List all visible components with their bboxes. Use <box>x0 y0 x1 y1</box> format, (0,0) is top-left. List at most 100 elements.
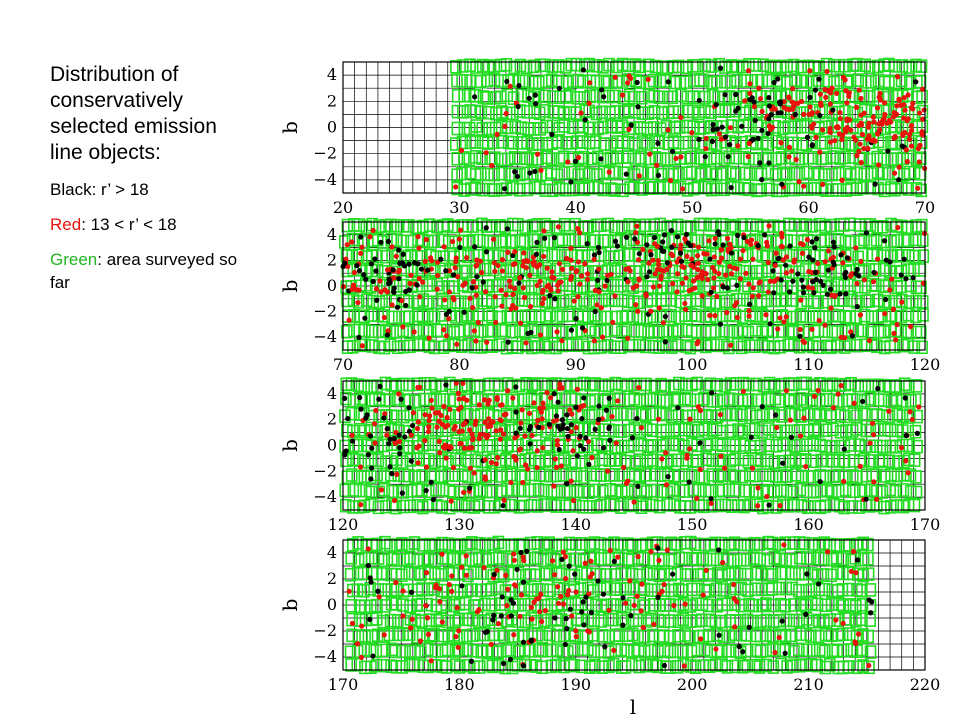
survey-field <box>524 568 537 582</box>
red-point <box>746 313 752 319</box>
survey-field <box>779 643 792 658</box>
red-point <box>416 245 422 251</box>
survey-field <box>391 553 404 567</box>
red-point <box>866 662 872 669</box>
red-point <box>827 129 833 135</box>
survey-field <box>667 181 680 196</box>
survey-field <box>788 498 800 513</box>
red-point <box>568 245 574 251</box>
black-point <box>467 485 473 491</box>
red-point <box>415 460 421 466</box>
red-point <box>506 278 513 284</box>
black-point <box>678 250 684 256</box>
red-point <box>414 445 420 451</box>
red-point <box>635 553 641 560</box>
survey-field <box>574 582 587 597</box>
black-point <box>854 266 860 273</box>
red-point <box>820 181 826 188</box>
red-point <box>625 335 631 341</box>
survey-field <box>652 644 664 659</box>
survey-field <box>890 499 903 513</box>
survey-field <box>832 278 844 292</box>
black-point <box>532 168 538 175</box>
red-point <box>391 497 398 504</box>
survey-field <box>469 181 482 196</box>
survey-field <box>583 500 596 514</box>
red-point <box>503 110 509 117</box>
survey-field <box>717 167 729 181</box>
survey-field <box>863 499 876 513</box>
survey-field <box>621 309 633 324</box>
survey-field <box>735 598 748 613</box>
survey-field <box>845 643 858 657</box>
survey-field <box>633 659 645 674</box>
survey-field <box>864 392 877 406</box>
survey-field <box>653 340 665 355</box>
black-point <box>546 421 552 428</box>
survey-field <box>645 643 657 658</box>
survey-field <box>366 324 378 339</box>
survey-field <box>377 643 389 658</box>
survey-field <box>857 323 869 338</box>
survey-field <box>902 182 914 196</box>
red-point <box>511 632 517 638</box>
red-point <box>820 127 826 133</box>
survey-field <box>584 278 597 293</box>
survey-field <box>779 598 791 613</box>
black-point <box>406 405 412 411</box>
red-point <box>507 83 513 89</box>
survey-field <box>608 467 620 482</box>
survey-field <box>619 614 632 629</box>
black-point <box>564 481 570 487</box>
survey-field <box>865 325 877 340</box>
red-point <box>875 162 882 168</box>
black-point <box>457 244 463 251</box>
survey-field <box>793 642 805 657</box>
survey-field <box>825 340 837 355</box>
black-point <box>516 280 522 286</box>
survey-field <box>463 121 476 136</box>
red-point <box>423 602 429 609</box>
survey-field <box>486 324 499 338</box>
red-point <box>503 292 509 298</box>
red-point <box>441 403 447 410</box>
black-point <box>817 112 823 119</box>
black-point <box>751 99 757 105</box>
survey-field <box>642 325 654 340</box>
red-point <box>669 252 676 259</box>
survey-field <box>914 325 927 340</box>
survey-field <box>597 484 609 499</box>
survey-field <box>556 232 569 247</box>
black-point <box>483 225 489 231</box>
survey-field <box>806 614 819 629</box>
survey-field <box>628 485 641 499</box>
red-point <box>727 241 733 247</box>
red-point <box>470 305 476 311</box>
survey-field <box>570 552 582 567</box>
survey-field <box>640 485 653 499</box>
survey-field <box>558 106 570 121</box>
red-point <box>728 271 735 277</box>
red-point <box>548 395 554 401</box>
red-point <box>558 593 564 599</box>
survey-field <box>397 598 409 612</box>
survey-field <box>447 552 460 567</box>
red-point <box>540 400 546 406</box>
black-point <box>520 663 527 669</box>
red-point <box>349 432 355 438</box>
red-point <box>781 542 787 548</box>
survey-field <box>524 452 537 467</box>
red-point <box>798 98 805 105</box>
black-point <box>809 142 815 148</box>
black-point <box>468 658 475 665</box>
survey-field <box>818 536 831 550</box>
red-point <box>376 594 382 600</box>
red-point <box>640 246 646 253</box>
survey-field <box>488 377 501 392</box>
red-point <box>505 388 511 394</box>
red-point <box>498 427 504 433</box>
survey-field <box>748 422 761 437</box>
survey-field <box>779 536 791 550</box>
red-point <box>858 258 864 264</box>
survey-field <box>429 423 442 437</box>
